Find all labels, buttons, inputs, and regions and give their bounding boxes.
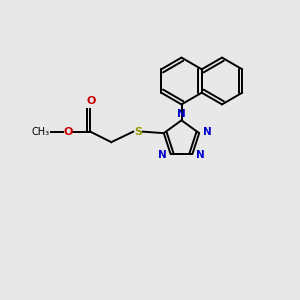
Text: N: N	[177, 109, 186, 119]
Text: S: S	[134, 127, 142, 137]
Text: N: N	[196, 150, 205, 161]
Text: N: N	[158, 150, 167, 161]
Text: CH₃: CH₃	[32, 127, 50, 137]
Text: N: N	[203, 127, 212, 137]
Text: O: O	[63, 127, 73, 137]
Text: O: O	[86, 96, 96, 106]
